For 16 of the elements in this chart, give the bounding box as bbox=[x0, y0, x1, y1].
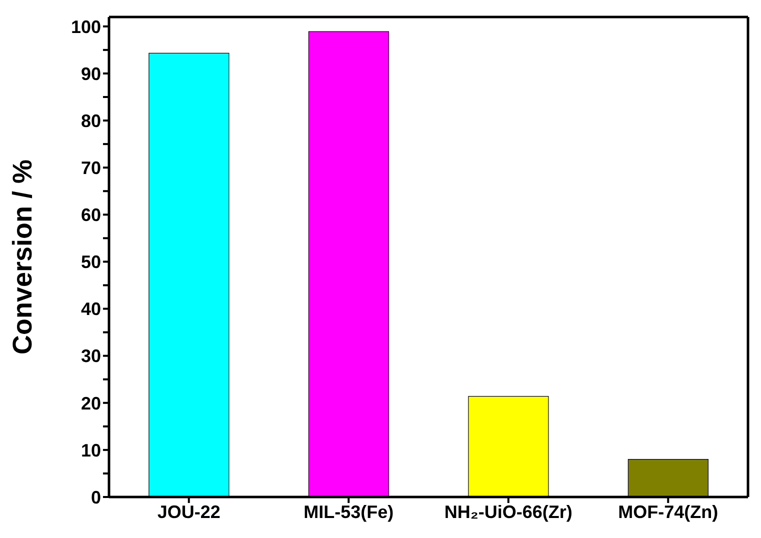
y-tick-label: 100 bbox=[70, 16, 101, 37]
y-tick-label: 0 bbox=[90, 487, 101, 508]
y-tick-label: 40 bbox=[80, 299, 101, 320]
x-tick-label: MIL-53(Fe) bbox=[304, 502, 394, 522]
y-tick-label: 30 bbox=[80, 346, 101, 366]
y-axis-title: Conversion / % bbox=[8, 159, 38, 355]
x-tick-label: MOF-74(Zn) bbox=[618, 502, 718, 522]
y-tick-label: 10 bbox=[80, 440, 101, 460]
x-tick-label: NH₂-UiO-66(Zr) bbox=[444, 502, 572, 522]
y-tick-label: 90 bbox=[80, 64, 101, 84]
y-tick-label: 20 bbox=[80, 393, 101, 414]
y-tick-label: 60 bbox=[80, 205, 101, 226]
y-tick-label: 70 bbox=[80, 158, 101, 178]
x-tick-label: JOU-22 bbox=[157, 502, 220, 522]
y-tick-label: 50 bbox=[80, 252, 101, 272]
y-tick-label: 80 bbox=[80, 110, 101, 131]
